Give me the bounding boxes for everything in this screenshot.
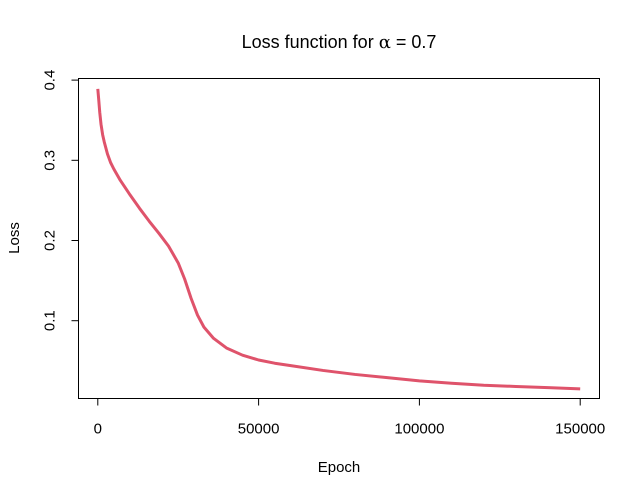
y-axis: 0.1 0.2 0.3 0.4	[41, 70, 79, 331]
x-axis: 0 50000 100000 150000	[94, 398, 605, 438]
x-tick-label: 150000	[555, 421, 605, 438]
chart-title-alpha-symbol: α	[379, 32, 391, 53]
y-tick-label: 0.4	[42, 70, 59, 91]
y-tick-label: 0.1	[42, 310, 59, 331]
x-tick-label: 100000	[394, 421, 444, 438]
chart-title-value: 0.7	[411, 32, 436, 52]
series-layer	[96, 88, 581, 391]
x-axis-title: Epoch	[318, 459, 361, 476]
chart-title-equals: =	[391, 32, 412, 52]
y-tick-label: 0.3	[42, 150, 59, 171]
loss-series-line	[96, 88, 581, 391]
chart-title: Loss function for α = 0.7	[242, 32, 437, 53]
plot-frame	[78, 78, 600, 399]
x-tick-label: 0	[94, 421, 102, 438]
x-tick-label: 50000	[238, 421, 280, 438]
y-axis-title: Loss	[6, 222, 23, 254]
chart-title-prefix: Loss function for	[242, 32, 379, 52]
y-tick-label: 0.2	[41, 230, 58, 251]
